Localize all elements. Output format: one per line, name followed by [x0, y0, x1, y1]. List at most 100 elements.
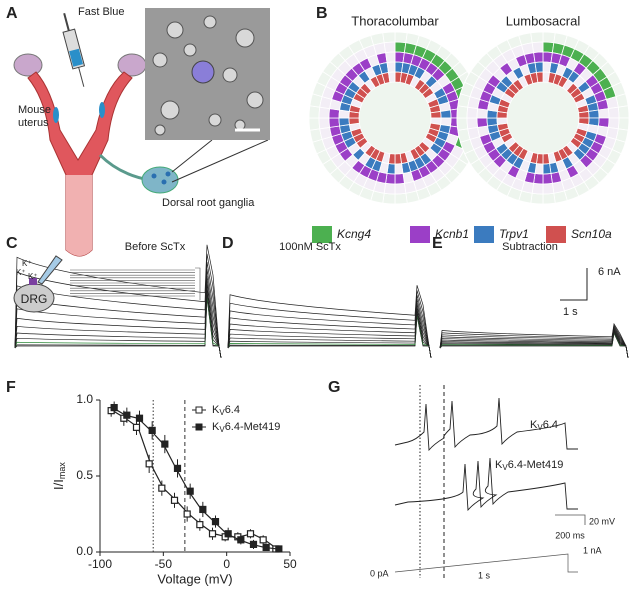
scale-label: 6 nA [598, 266, 621, 278]
label-part: 6.4-Met419 [508, 459, 564, 471]
ring-cell [542, 172, 553, 185]
ring-cell [338, 117, 350, 127]
ring-cell [456, 117, 469, 131]
x-tick-label: 0 [223, 557, 230, 571]
x-tick-label: -100 [88, 557, 112, 571]
dye-spot [99, 102, 105, 118]
needle [78, 67, 85, 87]
point [208, 530, 217, 538]
point [275, 545, 283, 553]
legend-swatch [410, 226, 430, 243]
ring-cell [617, 117, 630, 131]
protocol-tail [195, 267, 201, 300]
point [170, 496, 179, 504]
y-tick-label: 1.0 [76, 392, 93, 406]
ring-cell [542, 31, 556, 44]
uterus-drawing [13, 8, 270, 257]
legend-label: Kcnb1 [435, 227, 469, 241]
labelled-cell [191, 60, 215, 84]
scale-label: 0 pA [370, 568, 389, 578]
voltage-trace [394, 397, 578, 452]
ring-cell [531, 182, 544, 195]
ring-cell [383, 41, 396, 54]
label: KV6.4-Met419 [495, 459, 563, 472]
ring-cell [530, 192, 544, 205]
donut-title: Lumbosacral [506, 13, 581, 28]
point [123, 411, 131, 419]
x-axis-label: Voltage (mV) [157, 571, 232, 586]
ring-cell [466, 117, 479, 130]
ring-cell [486, 117, 498, 127]
point [173, 464, 182, 472]
point [224, 530, 232, 538]
legend-label: Scn10a [571, 227, 612, 241]
label: KV6.4 [530, 419, 558, 432]
panel-letter: F [6, 379, 16, 396]
ovary [117, 53, 147, 77]
ion-label: K⁺ [22, 259, 32, 268]
ring-cell [588, 109, 600, 119]
trace [227, 308, 432, 359]
ring-cell [394, 163, 404, 175]
label-part: V [537, 423, 543, 432]
ring-cell [440, 109, 452, 119]
trace [227, 285, 432, 359]
panel-letter: D [222, 235, 234, 252]
ring-cell [318, 117, 331, 130]
ring-cell [476, 117, 489, 128]
ring-cell [383, 182, 396, 195]
point [259, 536, 267, 544]
trace [14, 253, 222, 359]
ring-cell [530, 31, 544, 44]
label: Fast Blue [78, 6, 124, 18]
label-part: V [502, 463, 508, 472]
cell [161, 179, 167, 185]
ring-cell [542, 182, 555, 195]
cell-inset [13, 255, 63, 313]
ring-cell [536, 71, 544, 83]
point [158, 484, 166, 492]
label: KV6.4-Met419 [212, 421, 280, 434]
panel-title: 100nM ScTx [279, 241, 341, 253]
ring-cell [394, 41, 407, 54]
point [110, 404, 118, 412]
panel-title: Subtraction [502, 241, 558, 253]
label: Mouse [18, 104, 51, 116]
y-tick-label: 0.0 [76, 544, 93, 558]
legend-swatch [546, 226, 566, 243]
ring-cell [394, 182, 407, 195]
donuts [308, 31, 630, 205]
ring-cell [386, 61, 396, 73]
label: uterus [18, 117, 49, 129]
scale-label: 1 nA [583, 545, 602, 555]
point [199, 505, 207, 514]
point [262, 543, 270, 552]
point [196, 521, 204, 529]
ring-cell [388, 71, 396, 83]
legend: Kcng4 Kcnb1 Trpv1 Scn10a [312, 226, 612, 243]
label-part: 6.4 [543, 419, 558, 431]
label-part: K [212, 404, 220, 416]
trace [227, 315, 432, 359]
point [161, 440, 169, 448]
trace [14, 244, 222, 359]
panel-letter: E [432, 235, 443, 252]
scale-label: 200 ms [555, 530, 585, 540]
ring-cell [430, 111, 442, 119]
x-tick-label: -50 [155, 557, 173, 571]
panel-letter: B [316, 5, 328, 22]
panel-letter: G [328, 379, 340, 396]
cell-label: DRG [21, 292, 48, 306]
ring-cell [328, 117, 341, 128]
ring-cell [542, 163, 552, 175]
label-part: V [219, 408, 225, 417]
scale-bar [555, 514, 586, 525]
label: KV6.4 [212, 404, 240, 417]
ring-cell [385, 51, 396, 64]
label-part: K [530, 419, 538, 431]
y-axis-label: I/Imax [51, 462, 67, 490]
ring-cell [542, 192, 556, 205]
ring-cell [533, 51, 544, 64]
